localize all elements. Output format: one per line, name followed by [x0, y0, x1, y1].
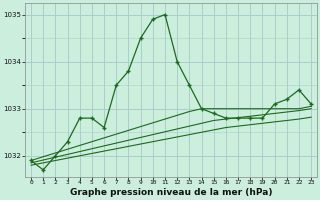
X-axis label: Graphe pression niveau de la mer (hPa): Graphe pression niveau de la mer (hPa): [70, 188, 272, 197]
